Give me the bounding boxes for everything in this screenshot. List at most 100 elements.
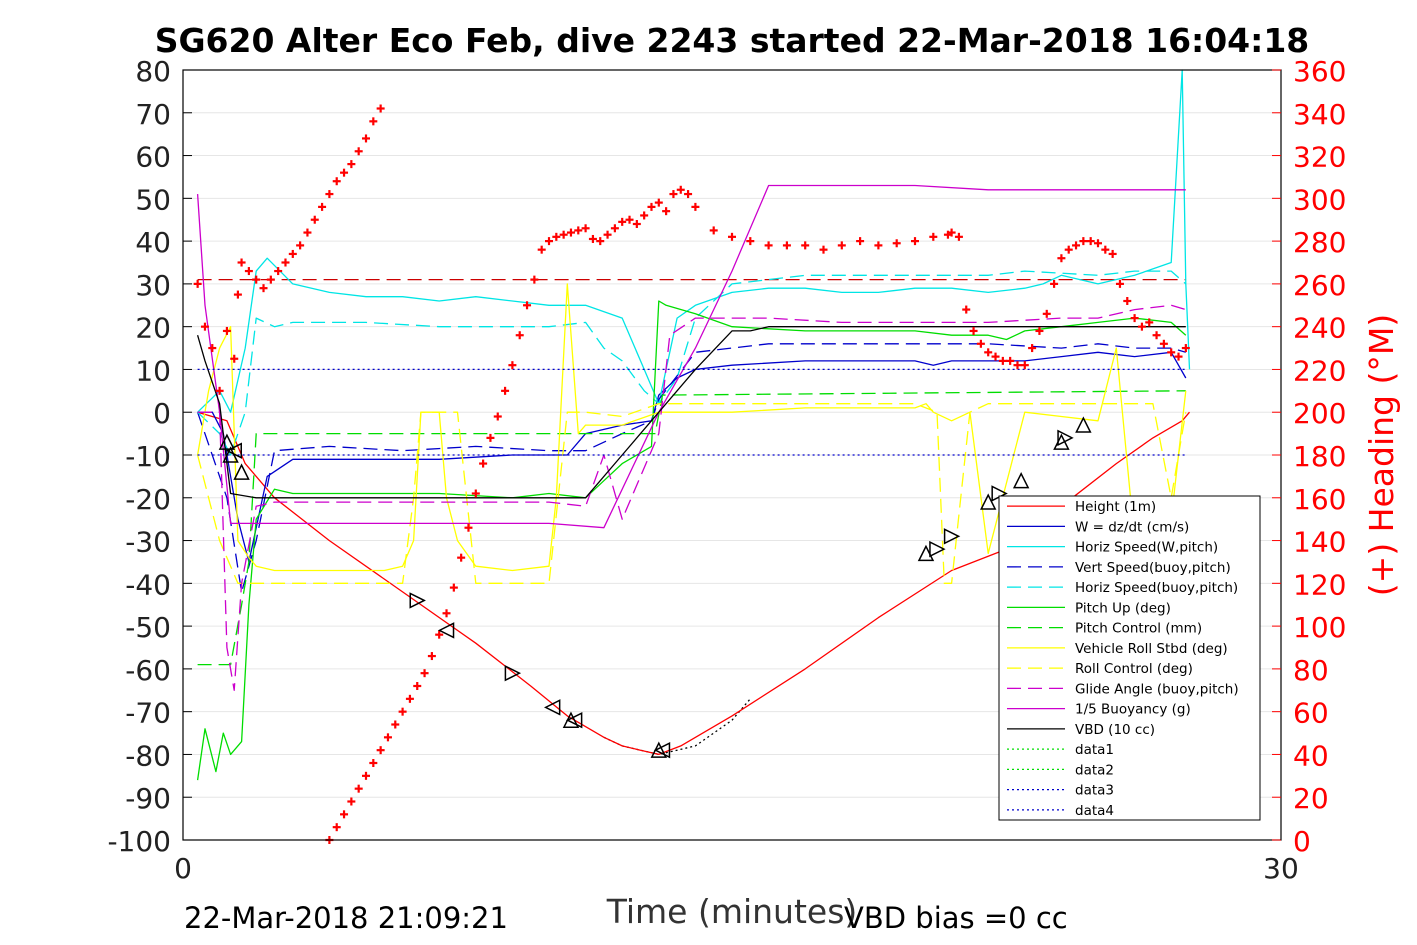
x-axis-label: Time (minutes)	[606, 892, 858, 931]
heading-marker	[998, 356, 1007, 365]
heading-marker	[1086, 237, 1095, 246]
y2-tick-label: 80	[1293, 654, 1329, 687]
series-line	[197, 304, 1186, 691]
y2-tick-label: 360	[1293, 55, 1346, 88]
heading-marker	[464, 523, 473, 532]
y-tick-label: -40	[125, 568, 171, 601]
y2-axis-label: (+) Heading (°M)	[1362, 314, 1401, 596]
legend-label: VBD (10 cc)	[1075, 722, 1155, 738]
heading-marker	[362, 134, 370, 143]
heading-marker	[1145, 318, 1154, 327]
heading-marker	[383, 733, 392, 742]
heading-marker	[1072, 241, 1081, 250]
series-line	[196, 283, 1187, 572]
y2-tick-label: 260	[1293, 269, 1346, 302]
heading-marker	[1159, 339, 1168, 348]
heading-marker	[523, 301, 532, 310]
y2-tick-label: 120	[1293, 568, 1346, 601]
y2-tick-label: 340	[1293, 98, 1346, 131]
heading-marker	[647, 202, 656, 211]
heading-marker	[237, 258, 246, 267]
heading-marker	[1101, 245, 1110, 254]
y2-tick-label: 140	[1293, 526, 1346, 559]
legend-label: W = dz/dt (cm/s)	[1075, 519, 1189, 535]
y2-tick-label: 160	[1293, 483, 1346, 516]
heading-marker	[537, 245, 546, 254]
legend-label: Glide Angle (buoy,pitch)	[1075, 681, 1239, 697]
footer-vbd-bias: VBD bias =0 cc	[844, 901, 1068, 935]
heading-marker	[632, 220, 641, 228]
y2-tick-label: 320	[1293, 141, 1346, 174]
y2-tick-label: 200	[1293, 397, 1346, 430]
heading-marker	[1057, 254, 1066, 263]
heading-marker	[691, 202, 700, 211]
heading-marker	[233, 290, 242, 299]
heading-marker	[1152, 331, 1161, 340]
heading-marker	[332, 177, 341, 186]
heading-marker	[1123, 297, 1132, 305]
heading-marker	[369, 117, 378, 126]
legend-label: Roll Control (deg)	[1075, 661, 1193, 677]
y-tick-label: -100	[107, 825, 171, 858]
heading-marker	[332, 823, 341, 832]
heading-marker	[545, 237, 553, 246]
heading-marker	[347, 160, 356, 169]
heading-marker	[1181, 344, 1190, 353]
heading-marker	[479, 459, 488, 468]
triangle-marker	[233, 463, 250, 480]
heading-marker	[508, 361, 517, 370]
heading-marker	[369, 759, 378, 767]
heading-marker	[413, 682, 422, 690]
heading-marker	[801, 241, 810, 250]
legend-label: data2	[1075, 762, 1114, 778]
y-tick-label: 60	[135, 141, 171, 174]
heading-marker	[676, 185, 685, 194]
triangle-marker	[225, 442, 242, 459]
y2-tick-label: 220	[1293, 354, 1346, 387]
legend-label: Pitch Control (mm)	[1075, 621, 1202, 637]
legend-box	[998, 495, 1261, 821]
triangle-marker	[1012, 471, 1030, 489]
heading-marker	[874, 241, 883, 250]
y2-tick-label: 40	[1293, 739, 1329, 772]
heading-marker	[354, 784, 363, 793]
heading-marker	[581, 224, 590, 233]
heading-marker	[929, 232, 938, 241]
y2-tick-label: 100	[1293, 611, 1346, 644]
heading-marker	[501, 386, 510, 395]
heading-marker	[709, 226, 718, 235]
heading-marker	[230, 354, 239, 363]
heading-marker	[222, 326, 231, 335]
y2-tick-label: 20	[1293, 782, 1329, 815]
heading-marker	[559, 230, 568, 239]
y2-tick-label: 180	[1293, 440, 1346, 473]
heading-marker	[588, 234, 597, 243]
heading-marker	[215, 386, 224, 395]
triangle-marker	[437, 622, 455, 639]
heading-marker	[1079, 237, 1088, 246]
triangle-marker	[943, 528, 961, 545]
legend-label: data3	[1075, 783, 1114, 799]
legend-label: 1/5 Buoyancy (g)	[1075, 702, 1191, 718]
heading-marker	[391, 720, 400, 729]
heading-marker	[684, 190, 693, 199]
legend-label: Vehicle Roll Stbd (deg)	[1075, 641, 1228, 657]
heading-marker	[669, 190, 678, 199]
triangle-marker	[929, 540, 946, 558]
x-tick-label: 0	[174, 852, 192, 885]
heading-marker	[947, 228, 956, 237]
y-tick-label: 30	[135, 269, 171, 302]
y2-tick-label: 280	[1293, 226, 1346, 259]
heading-marker	[603, 230, 612, 239]
y2-tick-label: 60	[1293, 697, 1329, 730]
footer-timestamp: 22-Mar-2018 21:09:21	[184, 901, 508, 935]
legend-label: Height (1m)	[1075, 499, 1156, 515]
heading-marker	[892, 239, 901, 248]
heading-marker	[427, 652, 436, 661]
heading-marker	[281, 258, 290, 267]
triangle-marker	[565, 712, 583, 729]
y-tick-label: -50	[125, 611, 171, 644]
heading-marker	[976, 339, 985, 348]
heading-marker	[640, 211, 649, 220]
